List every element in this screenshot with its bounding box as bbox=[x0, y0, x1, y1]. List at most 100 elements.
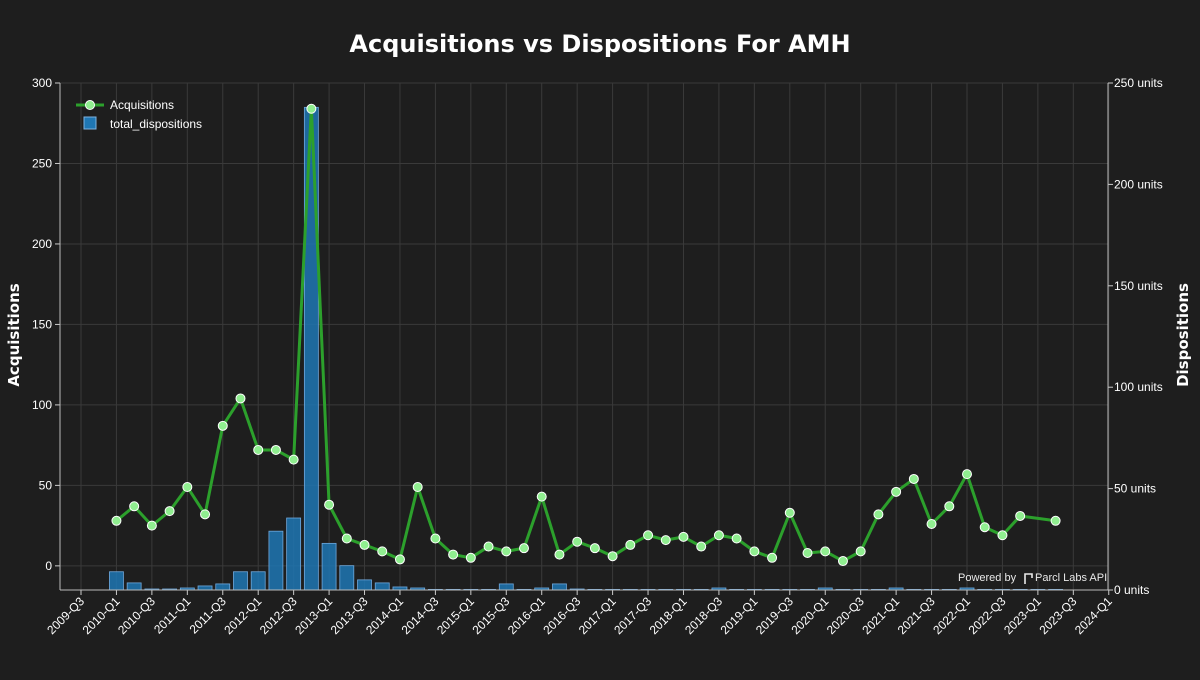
x-tick-label: 2018-Q3 bbox=[682, 594, 725, 637]
x-tick-label: 2014-Q1 bbox=[363, 594, 406, 637]
acquisition-point bbox=[235, 393, 246, 404]
acquisition-point bbox=[731, 533, 742, 544]
y-right-tick-label: 200 units bbox=[1114, 177, 1163, 191]
x-tick-label: 2017-Q3 bbox=[611, 594, 654, 637]
acquisition-point bbox=[997, 530, 1008, 541]
x-tick-label: 2011-Q1 bbox=[151, 594, 194, 637]
x-tick-label: 2019-Q3 bbox=[753, 594, 796, 637]
acquisition-point bbox=[465, 552, 476, 563]
disposition-bar bbox=[498, 583, 514, 591]
x-tick-label: 2013-Q1 bbox=[292, 594, 335, 637]
x-tick-label: 2012-Q1 bbox=[221, 594, 264, 637]
x-tick-label: 2022-Q1 bbox=[930, 594, 973, 637]
x-tick-label: 2017-Q1 bbox=[576, 594, 619, 637]
disposition-bar bbox=[215, 583, 231, 591]
acquisition-point bbox=[164, 506, 175, 517]
disposition-bar bbox=[233, 571, 248, 591]
y-right-tick-label: 50 units bbox=[1114, 482, 1156, 496]
credit: Powered by Parcl Labs API bbox=[958, 572, 1107, 584]
x-tick-label: 2016-Q1 bbox=[505, 594, 548, 637]
acquisition-point bbox=[377, 546, 388, 557]
x-tick-label: 2016-Q3 bbox=[540, 594, 583, 637]
x-tick-label: 2018-Q1 bbox=[647, 594, 690, 637]
acquisition-point bbox=[430, 533, 441, 544]
disposition-bar bbox=[374, 582, 390, 591]
y-axis-left-title: Acquisitions bbox=[5, 283, 23, 386]
acquisition-point bbox=[200, 509, 211, 520]
y-left-tick-label: 150 bbox=[32, 317, 52, 331]
acquisition-point bbox=[182, 481, 193, 492]
acquisition-point bbox=[306, 103, 317, 114]
y-left-tick-label: 250 bbox=[32, 156, 52, 170]
disposition-bar bbox=[268, 530, 284, 591]
x-tick-label: 2022-Q3 bbox=[966, 594, 1009, 637]
x-tick-label: 2021-Q1 bbox=[859, 594, 902, 637]
y-left-tick-label: 50 bbox=[39, 478, 53, 492]
acquisition-point bbox=[1050, 515, 1061, 526]
disposition-bar bbox=[197, 585, 213, 591]
acquisition-point bbox=[483, 541, 494, 552]
disposition-bar bbox=[109, 571, 124, 591]
y-left-tick-label: 300 bbox=[32, 76, 52, 90]
x-tick-label: 2010-Q1 bbox=[80, 594, 123, 637]
acquisition-point bbox=[926, 519, 937, 530]
x-tick-label: 2023-Q1 bbox=[1001, 594, 1044, 637]
acquisition-point bbox=[253, 444, 264, 455]
acquisition-point bbox=[519, 543, 529, 554]
y-left-tick-label: 200 bbox=[32, 237, 52, 251]
acquisition-point bbox=[962, 469, 972, 480]
acquisitions-line bbox=[111, 103, 1061, 567]
legend: Acquisitions total_dispositions bbox=[76, 98, 202, 131]
credit-brand: Parcl Labs API bbox=[1035, 572, 1107, 584]
acquisition-point bbox=[625, 539, 636, 550]
acquisition-point bbox=[448, 549, 459, 560]
acquisition-point bbox=[607, 551, 618, 562]
acquisition-point bbox=[837, 556, 848, 567]
y-left-tick-label: 100 bbox=[32, 398, 52, 412]
acquisition-point bbox=[572, 536, 583, 547]
disposition-bar bbox=[357, 579, 372, 591]
acquisition-point bbox=[501, 546, 512, 557]
acquisition-point bbox=[359, 539, 370, 550]
x-tick-label: 2009-Q3 bbox=[44, 594, 87, 637]
disposition-bar bbox=[339, 565, 355, 591]
y-left-tick-label: 0 bbox=[45, 559, 52, 573]
x-tick-label: 2013-Q3 bbox=[328, 594, 371, 637]
legend-acquisitions-marker bbox=[85, 100, 95, 110]
acquisitions-series-line bbox=[115, 107, 1056, 563]
y-right-tick-label: 100 units bbox=[1114, 380, 1163, 394]
grid bbox=[60, 82, 1110, 590]
acquisition-point bbox=[660, 535, 671, 546]
acquisition-point bbox=[146, 520, 157, 531]
acquisition-point bbox=[288, 454, 299, 465]
legend-acquisitions-label: Acquisitions bbox=[110, 98, 174, 112]
acquisition-point bbox=[324, 499, 335, 510]
acquisition-point bbox=[217, 420, 228, 431]
acquisition-point bbox=[129, 501, 140, 512]
acquisition-point bbox=[678, 531, 689, 542]
acquisition-point bbox=[111, 515, 122, 526]
acquisition-point bbox=[554, 549, 565, 560]
acquisition-point bbox=[908, 473, 919, 484]
acquisition-point bbox=[589, 543, 600, 554]
parcl-logo-icon bbox=[1024, 573, 1033, 584]
x-tick-label: 2020-Q1 bbox=[788, 594, 831, 637]
disposition-bar bbox=[286, 517, 302, 591]
y-right-tick-label: 0 units bbox=[1114, 583, 1149, 597]
x-tick-label: 2015-Q3 bbox=[469, 594, 512, 637]
acquisition-point bbox=[713, 530, 724, 541]
x-tick-label: 2015-Q1 bbox=[434, 594, 477, 637]
legend-dispositions-swatch bbox=[83, 116, 97, 130]
y-right-tick-label: 250 units bbox=[1114, 76, 1163, 90]
axes: 2009-Q32010-Q12010-Q32011-Q12011-Q32012-… bbox=[32, 76, 1163, 637]
acquisition-point bbox=[394, 554, 405, 565]
acquisition-point bbox=[944, 501, 955, 512]
chart-title: Acquisitions vs Dispositions For AMH bbox=[349, 30, 850, 58]
acquisition-point bbox=[643, 530, 654, 541]
acquisition-point bbox=[820, 546, 831, 557]
dispositions-bars bbox=[109, 106, 1063, 591]
x-tick-label: 2011-Q3 bbox=[187, 594, 230, 637]
acquisition-point bbox=[767, 552, 778, 563]
disposition-bar bbox=[552, 583, 567, 591]
